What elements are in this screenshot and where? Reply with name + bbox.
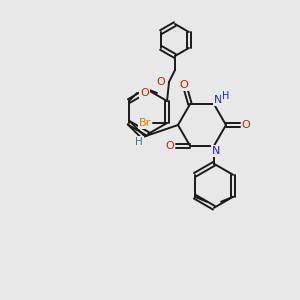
Text: H: H [135, 137, 143, 147]
Text: O: O [180, 80, 188, 90]
Text: H: H [222, 91, 230, 101]
Text: O: O [140, 88, 149, 98]
Text: N: N [214, 95, 222, 105]
Text: Br: Br [139, 118, 151, 128]
Text: O: O [156, 77, 165, 87]
Text: N: N [212, 146, 220, 156]
Text: O: O [166, 141, 174, 151]
Text: O: O [242, 120, 250, 130]
